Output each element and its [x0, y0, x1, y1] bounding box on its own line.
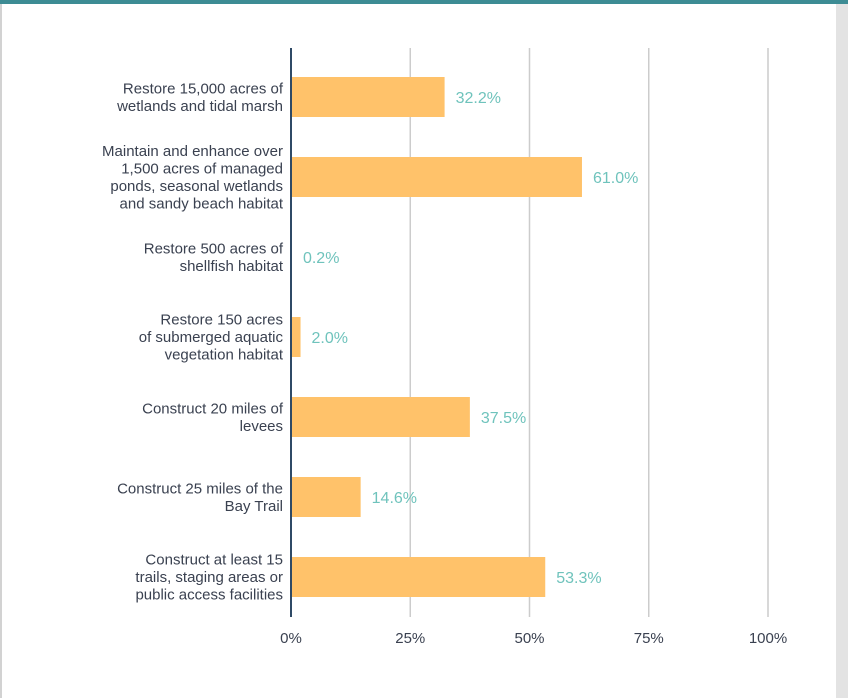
x-tick-label: 50% — [514, 630, 544, 647]
category-label-line: 1,500 acres of managed — [121, 160, 283, 177]
bar — [291, 157, 582, 197]
top-accent-band — [0, 0, 848, 4]
x-tick-label: 100% — [749, 630, 787, 647]
category-label-line: Construct 20 miles of — [142, 400, 284, 417]
bar — [291, 397, 470, 437]
category-label-line: shellfish habitat — [180, 258, 284, 275]
bar — [291, 317, 301, 357]
bar — [291, 77, 445, 117]
category-label-line: Restore 150 acres — [160, 312, 283, 329]
category-label: Construct 20 miles of levees — [142, 400, 284, 435]
value-label: 37.5% — [481, 410, 526, 427]
category-label-line: of submerged aquatic — [139, 329, 284, 346]
bar — [291, 557, 546, 597]
category-label-line: Maintain and enhance over — [102, 143, 283, 160]
category-label: Restore 150 acres of submerged aquatic veg… — [139, 312, 284, 364]
x-tick-label: 25% — [395, 630, 425, 647]
category-label-line: vegetation habitat — [165, 347, 284, 364]
value-label: 2.0% — [312, 330, 348, 347]
category-label-line: Bay Trail — [225, 498, 283, 515]
value-label: 0.2% — [303, 250, 339, 267]
category-label-line: trails, staging areas or — [135, 569, 283, 586]
category-label: Restore 500 acres of shellfish habitat — [144, 240, 284, 275]
category-label-line: and sandy beach habitat — [120, 195, 284, 212]
category-label-line: levees — [240, 418, 283, 435]
category-label: Construct 25 miles of the Bay Trail — [117, 480, 283, 515]
left-border — [0, 4, 2, 698]
value-label: 32.2% — [456, 90, 501, 107]
x-tick-label: 75% — [634, 630, 664, 647]
value-label: 61.0% — [593, 170, 638, 187]
value-label: 53.3% — [556, 570, 601, 587]
category-label-line: Restore 15,000 acres of — [123, 80, 284, 97]
category-label: Restore 15,000 acres of wetlands and tida… — [116, 80, 284, 115]
category-label-line: public access facilities — [135, 587, 283, 604]
category-label-line: Restore 500 acres of — [144, 240, 284, 257]
category-label-line: wetlands and tidal marsh — [116, 98, 283, 115]
category-label: Maintain and enhance over 1,500 acres of … — [102, 143, 284, 213]
bar — [291, 477, 361, 517]
right-scroll-gutter — [836, 4, 848, 698]
category-label-line: ponds, seasonal wetlands — [110, 178, 283, 195]
category-label-line: Construct at least 15 — [145, 552, 283, 569]
value-label: 14.6% — [372, 490, 417, 507]
category-label: Construct at least 15 trails, staging are… — [135, 552, 283, 604]
category-label-line: Construct 25 miles of the — [117, 480, 283, 497]
x-tick-label: 0% — [280, 630, 302, 647]
